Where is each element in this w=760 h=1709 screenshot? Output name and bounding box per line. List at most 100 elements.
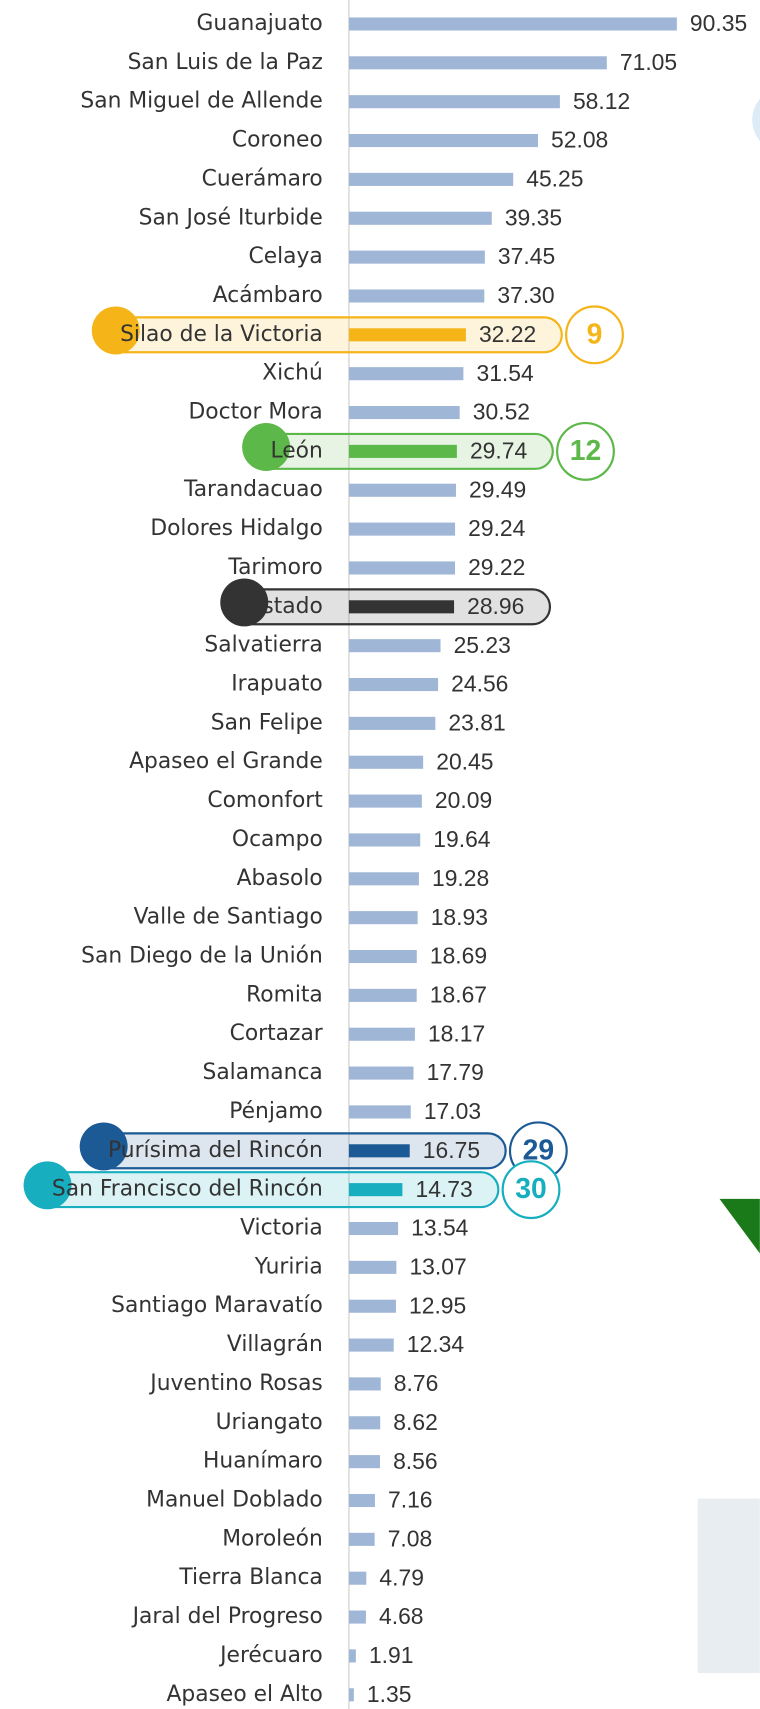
value-label: 4.79 [379,1564,424,1590]
category-label: Salvatierra [204,633,322,658]
value-label: 1.35 [367,1681,412,1707]
value-label: 32.22 [479,321,536,347]
value-label: 37.30 [497,282,554,308]
value-label: 19.64 [433,826,491,852]
bar [348,833,421,847]
value-label: 39.35 [505,204,562,230]
category-label: Cuerámaro [202,166,323,191]
category-label: Yuriria [254,1254,323,1279]
bar [348,1260,397,1274]
bar [348,172,514,186]
value-label: 23.81 [448,710,505,736]
value-label: 13.54 [411,1215,469,1241]
value-label: 31.54 [476,360,534,386]
category-label: Uriangato [216,1410,323,1435]
bar [348,639,441,653]
category-label: Apaseo el Grande [129,749,323,774]
category-label: Pénjamo [229,1099,323,1124]
bar [348,405,460,420]
category-label: Dolores Hidalgo [150,516,322,541]
bar [348,56,607,70]
value-label: 18.93 [431,904,488,930]
value-label: 52.08 [551,127,608,153]
category-label: San Francisco del Rincón [52,1177,323,1202]
bar [348,328,466,342]
bar [348,1455,381,1469]
category-label: Victoria [240,1216,323,1241]
bar [348,1688,354,1702]
value-label: 90.35 [690,10,747,36]
category-label: Romita [246,982,323,1007]
value-label: 1.91 [369,1642,414,1668]
category-label: San Miguel de Allende [80,89,322,114]
highlight-icon [91,306,140,355]
bar [348,600,455,614]
category-label: Santiago Maravatío [111,1293,323,1318]
bar [348,1377,381,1391]
value-label: 18.17 [428,1020,485,1046]
bar [348,1649,356,1663]
category-label: Irapuato [231,672,323,697]
value-label: 71.05 [620,49,677,75]
category-label: Purísima del Rincón [108,1138,323,1163]
value-label: 28.96 [467,593,524,619]
rank-badge [565,305,624,365]
bar [348,1299,396,1313]
bar [348,1493,375,1508]
category-label: Salamanca [203,1060,323,1085]
bar [348,1610,366,1624]
bar [348,911,418,925]
bar [348,561,455,575]
bar [348,716,436,730]
bar [348,1338,394,1352]
value-label: 16.75 [423,1137,480,1163]
bar [348,483,456,497]
category-label: Villagrán [227,1332,323,1357]
category-label: Tarandacuao [183,477,323,502]
category-label: Valle de Santiago [134,905,323,930]
value-label: 37.45 [498,243,555,269]
category-label: San Diego de la Unión [81,944,323,969]
highlight-icon [79,1122,128,1171]
value-label: 8.76 [394,1370,439,1396]
bar [348,250,485,264]
category-label: Estado [249,594,323,619]
category-label: Guanajuato [197,11,323,36]
category-label: Jerécuaro [218,1643,323,1668]
value-label: 12.95 [409,1292,466,1318]
category-label: Acámbaro [213,283,323,308]
bar [348,134,538,148]
bar [348,444,457,458]
bar [348,1221,399,1236]
bar [348,1066,414,1080]
category-label: Comonfort [207,788,323,813]
category-label: Coroneo [232,128,323,153]
category-label: Huanímaro [203,1449,323,1474]
bar [348,1105,411,1119]
value-label: 29.74 [470,438,528,464]
highlight-icon [23,1161,72,1210]
decor-triangle [719,1198,760,1254]
rank-badge [556,421,615,481]
rank-label: 12 [570,435,602,467]
category-label: Moroleón [222,1526,323,1551]
rank-label: 9 [587,318,603,350]
bar [348,1144,410,1158]
bar [348,1532,375,1546]
category-label: San José Iturbide [139,205,323,230]
category-label: Abasolo [237,866,323,891]
value-label: 7.08 [388,1525,433,1551]
value-label: 30.52 [473,399,530,425]
bar [348,794,422,808]
value-label: 12.34 [407,1331,465,1357]
value-label: 29.49 [469,476,526,502]
bar [348,367,464,381]
value-label: 4.68 [379,1603,424,1629]
value-label: 17.03 [424,1098,481,1124]
category-label: Jaral del Progreso [131,1604,323,1629]
category-label: León [270,438,322,463]
bar [348,677,439,692]
bar [348,95,560,109]
value-label: 29.22 [468,554,525,580]
value-label: 58.12 [573,88,630,114]
